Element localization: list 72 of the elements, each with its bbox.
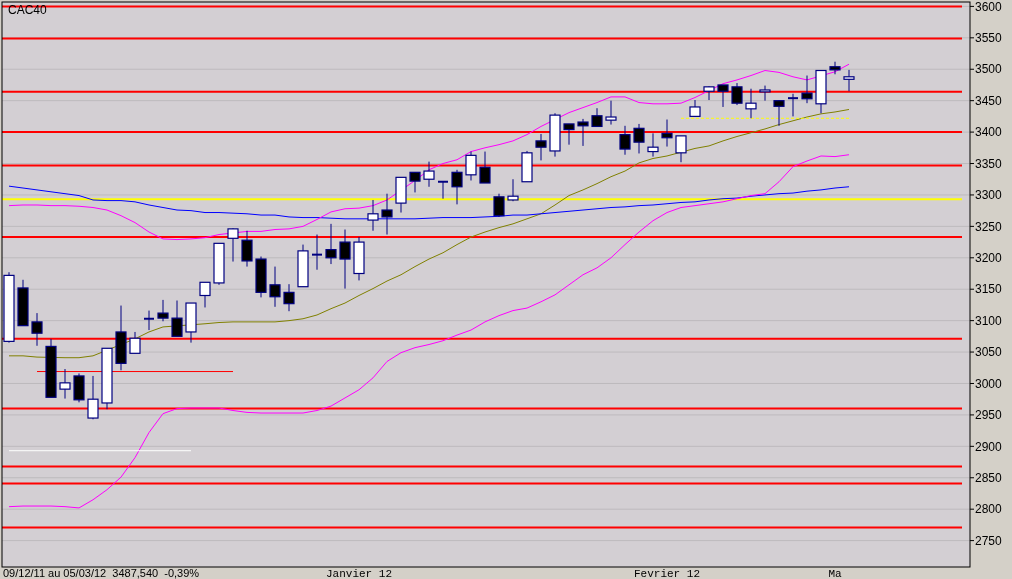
candlestick: [773, 99, 785, 127]
y-tick-label: 3500: [975, 62, 1003, 77]
text: 09/12/11 au 05/03/12 3487,540 -0,39%: [3, 567, 200, 579]
candlestick: [703, 85, 715, 101]
candlestick: [325, 223, 337, 265]
y-tick-label: 3000: [975, 376, 1003, 391]
candlestick: [605, 100, 617, 126]
candlestick: [647, 132, 659, 158]
candlestick: [367, 199, 379, 232]
candlestick: [31, 312, 43, 347]
y-tick-label: 3250: [975, 219, 1003, 234]
candlestick: [493, 193, 505, 218]
x-tick-label: Ma: [828, 568, 842, 579]
chart-title: CAC40: [8, 3, 48, 17]
candlestick: [829, 61, 841, 75]
y-tick-label: 2750: [975, 533, 1003, 548]
candlestick: [619, 125, 631, 156]
candlestick: [423, 161, 435, 188]
y-tick-label: 3550: [975, 31, 1003, 46]
y-tick-label: 2800: [975, 502, 1003, 517]
candlestick: [157, 299, 169, 322]
y-tick-label: 2950: [975, 408, 1003, 423]
y-tick-label: 3200: [975, 250, 1003, 265]
line-series: [8, 154, 850, 509]
y-tick-label: 3050: [975, 345, 1003, 360]
candlestick: [717, 84, 729, 108]
candlestick: [241, 230, 253, 268]
y-tick-label: 3600: [975, 0, 1003, 14]
candlestick: [451, 169, 463, 205]
y-tick-label: 3400: [975, 125, 1003, 140]
candlestick: [633, 123, 645, 154]
candlestick: [437, 180, 449, 200]
candlestick: [465, 151, 477, 181]
y-tick-label: 2850: [975, 470, 1003, 485]
candlestick: [787, 93, 799, 117]
candlestick: [535, 133, 547, 161]
candlestick: [73, 372, 85, 403]
candlestick: [171, 300, 183, 337]
candlestick: [801, 75, 813, 104]
line-series: [8, 108, 850, 359]
candlestick: [269, 266, 281, 308]
candlestick: [129, 331, 141, 354]
y-tick-label: 3300: [975, 188, 1003, 203]
candlestick: [577, 118, 589, 147]
candlestick: [199, 281, 211, 308]
x-tick-label: Janvier 12: [325, 568, 393, 579]
candlestick: [759, 85, 771, 102]
candlestick: [409, 171, 421, 193]
candlestick: [745, 88, 757, 119]
y-tick-label: 2900: [975, 439, 1003, 454]
y-tick-label: 3150: [975, 282, 1003, 297]
candlestick: [311, 234, 323, 271]
candlestick: [339, 229, 351, 290]
line-series: [8, 185, 850, 220]
candlestick: [381, 193, 393, 236]
candlestick: [675, 135, 687, 163]
candlestick: [661, 119, 673, 148]
candlestick: [591, 107, 603, 128]
candlestick: [843, 69, 855, 92]
candlestick: [563, 123, 575, 146]
candlestick: [143, 310, 155, 331]
candlestick: [59, 368, 71, 400]
y-tick-label: 3350: [975, 156, 1003, 171]
line-series: [8, 63, 850, 241]
candlestick: [731, 82, 743, 106]
y-tick-label: 3450: [975, 93, 1003, 108]
candlestick: [227, 227, 239, 263]
y-tick-label: 3100: [975, 313, 1003, 328]
candlestick: [283, 283, 295, 312]
candlestick: [87, 375, 99, 420]
x-tick-label: Fevrier 12: [633, 568, 701, 579]
candlestick: [479, 151, 491, 184]
